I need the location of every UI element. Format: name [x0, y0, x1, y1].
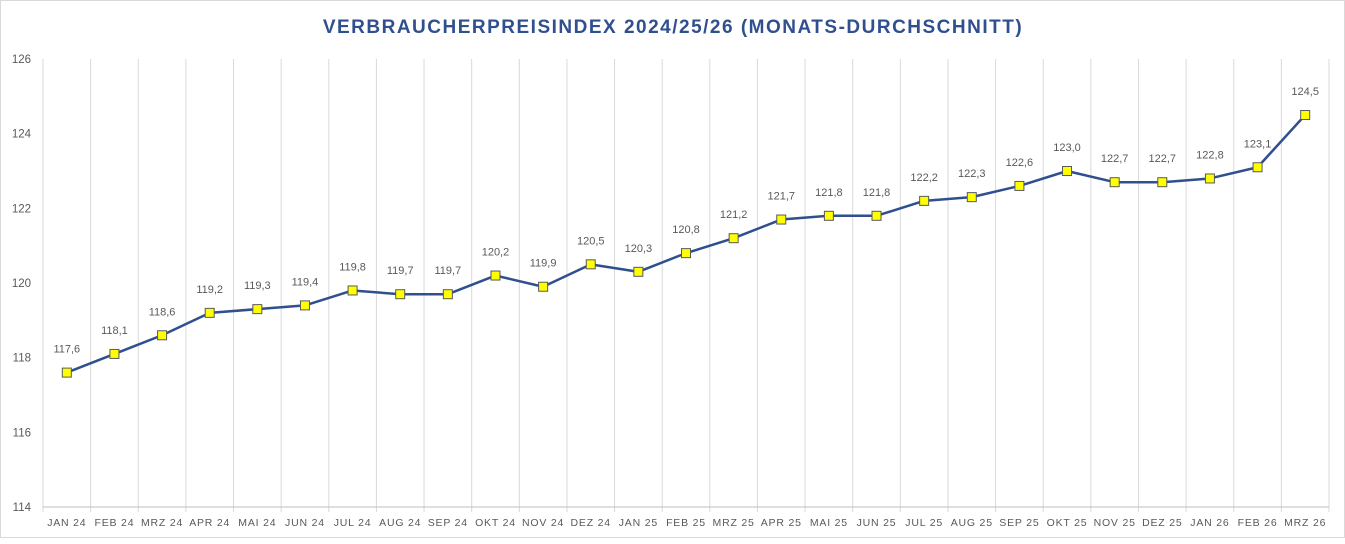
data-label: 122,3	[958, 168, 986, 180]
x-tick-label: AUG 25	[951, 517, 993, 529]
x-tick-label: NOV 24	[522, 517, 564, 529]
y-tick-label: 120	[12, 278, 31, 290]
data-point-marker	[776, 214, 787, 225]
x-tick-label: JAN 26	[1190, 517, 1229, 529]
data-label: 119,8	[339, 261, 366, 273]
data-point-marker	[1252, 162, 1263, 173]
x-tick-label: DEZ 24	[571, 517, 611, 529]
data-label: 122,2	[910, 172, 938, 184]
x-tick-label: JUL 25	[905, 517, 943, 529]
x-tick-label: AUG 24	[379, 517, 421, 529]
data-label: 122,7	[1101, 153, 1129, 165]
data-label: 121,7	[767, 191, 795, 203]
data-point-marker	[1014, 180, 1025, 191]
x-tick-label: SEP 25	[999, 517, 1039, 529]
data-label: 120,5	[577, 235, 605, 247]
data-label: 118,6	[149, 306, 176, 318]
data-label: 120,2	[482, 247, 510, 259]
x-tick-label: MRZ 26	[1284, 517, 1326, 529]
data-point-marker	[442, 289, 453, 300]
x-tick-label: APR 24	[189, 517, 230, 529]
x-tick-label: JAN 24	[47, 517, 86, 529]
x-tick-label: MRZ 24	[141, 517, 183, 529]
data-point-marker	[204, 307, 215, 318]
x-tick-label: OKT 24	[475, 517, 516, 529]
x-tick-label: JUN 24	[285, 517, 325, 529]
data-label: 122,8	[1196, 149, 1224, 161]
chart-title: VERBRAUCHERPREISINDEX 2024/25/26 (MONATS…	[323, 17, 1023, 38]
x-tick-label: FEB 25	[666, 517, 706, 529]
data-label: 119,4	[292, 276, 319, 288]
data-point-marker	[61, 367, 72, 378]
x-tick-label: JUL 24	[334, 517, 372, 529]
data-label: 122,7	[1149, 153, 1177, 165]
grid-layer	[42, 59, 1330, 512]
x-tick-label: DEZ 25	[1142, 517, 1182, 529]
x-tick-label: OKT 25	[1047, 517, 1088, 529]
data-label: 124,5	[1291, 86, 1319, 98]
data-label: 119,3	[244, 280, 271, 292]
data-label: 121,8	[863, 187, 891, 199]
data-point-marker	[490, 270, 501, 281]
data-point-marker	[1204, 173, 1215, 184]
data-label: 121,2	[720, 209, 748, 221]
data-point-marker	[347, 285, 358, 296]
data-point-marker	[585, 259, 596, 270]
data-label: 120,8	[672, 224, 700, 236]
data-label: 123,0	[1053, 142, 1081, 154]
data-label: 119,2	[196, 284, 223, 296]
data-label: 119,7	[387, 265, 414, 277]
markers	[61, 110, 1311, 378]
y-tick-label: 126	[12, 54, 31, 66]
y-tick-label: 122	[12, 203, 31, 215]
data-point-marker	[823, 210, 834, 221]
data-point-marker	[871, 210, 882, 221]
data-point-marker	[1062, 166, 1073, 176]
data-point-marker	[299, 300, 310, 311]
data-point-marker	[109, 348, 120, 359]
data-point-marker	[1157, 177, 1168, 188]
data-point-marker	[252, 304, 263, 315]
data-point-marker	[919, 195, 930, 206]
data-point-marker	[395, 289, 406, 300]
data-point-marker	[1300, 110, 1311, 120]
data-point-marker	[157, 330, 168, 341]
data-label: 118,1	[101, 325, 128, 337]
data-point-marker	[1109, 177, 1120, 188]
data-label: 122,6	[1006, 157, 1034, 169]
y-axis: 114 116 118 120 122 124 126	[12, 54, 32, 514]
data-point-marker	[633, 266, 644, 277]
x-tick-label: MAI 25	[810, 517, 848, 529]
y-tick-label: 124	[12, 129, 32, 141]
data-label: 117,6	[53, 344, 80, 356]
data-label: 121,8	[815, 187, 843, 199]
y-tick-label: 118	[13, 353, 31, 365]
x-axis: JAN 24 FEB 24 MRZ 24 APR 24 MAI 24 JUN 24 JUL …	[47, 517, 1326, 529]
x-tick-label: APR 25	[761, 517, 802, 529]
data-labels: 117,6 118,1 118,6 119,2 119,3 119,4 119,8 119,7…	[53, 86, 1318, 356]
data-label: 119,7	[434, 265, 461, 277]
x-tick-label: JUN 25	[857, 517, 897, 529]
x-tick-label: NOV 25	[1094, 517, 1136, 529]
data-point-marker	[681, 248, 691, 259]
x-tick-label: FEB 24	[95, 517, 135, 529]
x-tick-label: MAI 24	[238, 517, 276, 529]
x-tick-label: JAN 25	[619, 517, 658, 529]
data-label: 119,9	[530, 258, 557, 270]
data-point-marker	[538, 281, 549, 292]
y-tick-label: 114	[13, 502, 32, 514]
x-tick-label: MRZ 25	[713, 517, 755, 529]
data-label: 123,1	[1244, 138, 1272, 150]
data-label: 120,3	[625, 243, 653, 255]
data-point-marker	[966, 192, 977, 203]
x-tick-label: FEB 26	[1238, 517, 1278, 529]
y-tick-label: 116	[13, 427, 31, 439]
data-point-marker	[728, 233, 739, 244]
x-tick-label: SEP 24	[428, 517, 468, 529]
